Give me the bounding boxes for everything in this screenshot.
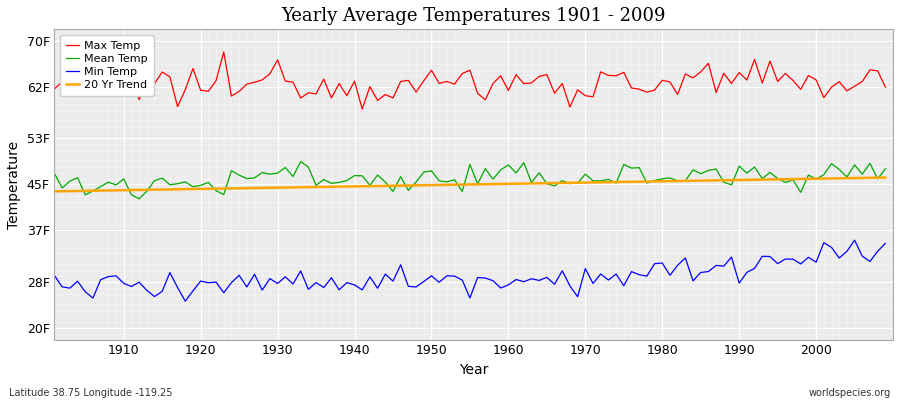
Min Temp bbox=[503, 282, 514, 287]
Max Temp bbox=[518, 81, 529, 86]
Min Temp bbox=[111, 274, 122, 278]
Text: Latitude 38.75 Longitude -119.25: Latitude 38.75 Longitude -119.25 bbox=[9, 388, 173, 398]
Min Temp bbox=[180, 299, 191, 304]
Max Temp bbox=[50, 86, 60, 91]
Mean Temp bbox=[111, 182, 122, 187]
20 Yr Trend bbox=[111, 188, 122, 193]
Min Temp bbox=[510, 277, 521, 282]
20 Yr Trend bbox=[280, 185, 291, 190]
Min Temp bbox=[880, 241, 891, 246]
Mean Temp bbox=[518, 160, 529, 165]
Max Temp bbox=[288, 80, 299, 85]
Min Temp bbox=[850, 238, 860, 243]
Min Temp bbox=[288, 282, 299, 286]
Line: Mean Temp: Mean Temp bbox=[55, 162, 886, 199]
Mean Temp bbox=[134, 196, 145, 201]
20 Yr Trend bbox=[495, 182, 506, 186]
20 Yr Trend bbox=[595, 180, 606, 185]
Min Temp bbox=[50, 273, 60, 278]
Mean Temp bbox=[295, 159, 306, 164]
Legend: Max Temp, Mean Temp, Min Temp, 20 Yr Trend: Max Temp, Mean Temp, Min Temp, 20 Yr Tre… bbox=[60, 35, 154, 96]
Line: Max Temp: Max Temp bbox=[55, 52, 886, 109]
Max Temp bbox=[510, 72, 521, 77]
Max Temp bbox=[611, 73, 622, 78]
Min Temp bbox=[334, 288, 345, 292]
Max Temp bbox=[334, 81, 345, 86]
Min Temp bbox=[603, 278, 614, 282]
Line: Min Temp: Min Temp bbox=[55, 240, 886, 301]
Max Temp bbox=[880, 85, 891, 90]
Mean Temp bbox=[50, 171, 60, 176]
Mean Temp bbox=[341, 178, 352, 183]
Mean Temp bbox=[510, 170, 521, 175]
Text: worldspecies.org: worldspecies.org bbox=[809, 388, 891, 398]
20 Yr Trend bbox=[50, 189, 60, 194]
Line: 20 Yr Trend: 20 Yr Trend bbox=[55, 178, 886, 191]
Title: Yearly Average Temperatures 1901 - 2009: Yearly Average Temperatures 1901 - 2009 bbox=[282, 7, 666, 25]
Max Temp bbox=[111, 76, 122, 81]
Max Temp bbox=[219, 50, 230, 54]
20 Yr Trend bbox=[326, 184, 337, 189]
X-axis label: Year: Year bbox=[459, 363, 489, 377]
Mean Temp bbox=[880, 166, 891, 171]
20 Yr Trend bbox=[880, 175, 891, 180]
20 Yr Trend bbox=[503, 182, 514, 186]
Y-axis label: Temperature: Temperature bbox=[7, 140, 21, 228]
Max Temp bbox=[356, 107, 367, 112]
Mean Temp bbox=[288, 174, 299, 179]
Mean Temp bbox=[611, 181, 622, 186]
